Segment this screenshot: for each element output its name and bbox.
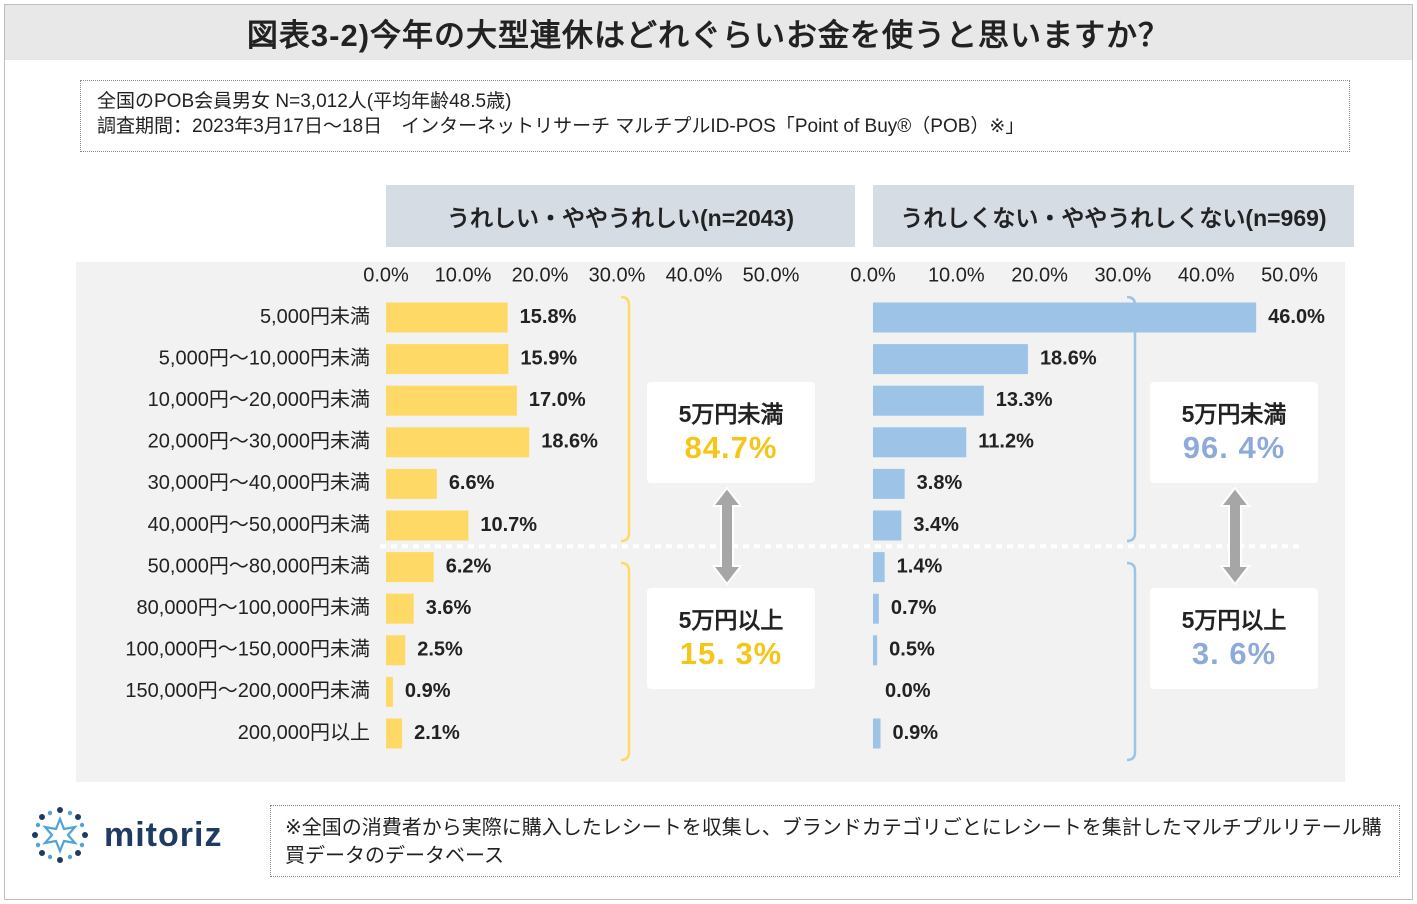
right-bar <box>873 302 1257 333</box>
right-bar <box>873 593 879 624</box>
category-label: 10,000円～20,000円未満 <box>148 388 370 411</box>
footnote: ※全国の消費者から実際に購入したレシートを収集し、ブランドカテゴリごとにレシート… <box>270 805 1400 877</box>
left-summary-over-value: 15. 3% <box>679 635 783 671</box>
right-summary-under-label: 5万円未満 <box>1181 400 1287 427</box>
left-bar <box>386 635 406 666</box>
left-summary-under-value: 84.7% <box>684 429 778 465</box>
category-label: 80,000円～100,000円未満 <box>137 596 370 619</box>
right-tick-label: 0.0% <box>850 264 896 286</box>
left-bar <box>386 510 469 541</box>
left-bracket-over-50k <box>620 561 631 762</box>
left-value-label: 18.6% <box>541 431 598 453</box>
right-tick-label: 50.0% <box>1261 264 1318 286</box>
right-value-label: 0.7% <box>891 597 937 619</box>
left-tick-label: 30.0% <box>589 264 646 286</box>
mitoriz-logo: mitoriz <box>30 805 222 865</box>
right-bar <box>873 468 905 499</box>
category-label: 20,000円～30,000円未満 <box>148 430 370 453</box>
left-bar <box>386 427 530 458</box>
left-tick-label: 10.0% <box>435 264 492 286</box>
right-value-label: 0.9% <box>892 722 938 744</box>
logo-wordmark: mitoriz <box>104 815 223 854</box>
left-summary-over-50k: 5万円以上 15. 3% <box>647 588 815 689</box>
category-label: 100,000円～150,000円未満 <box>125 638 370 661</box>
right-summary-over-50k: 5万円以上 3. 6% <box>1150 588 1318 689</box>
right-summary-under-value: 96. 4% <box>1182 429 1286 465</box>
left-value-label: 0.9% <box>405 680 451 702</box>
left-bar <box>386 676 393 707</box>
left-double-arrow-icon <box>710 486 744 586</box>
chart-background <box>76 262 1345 782</box>
left-summary-over-label: 5万円以上 <box>678 606 784 633</box>
left-value-label: 2.1% <box>414 722 460 744</box>
left-panel-title: うれしい・ややうれしい(n=2043) <box>386 185 855 247</box>
category-label: 40,000円～50,000円未満 <box>148 513 370 536</box>
right-value-label: 13.3% <box>996 389 1053 411</box>
right-value-label: 1.4% <box>897 555 943 577</box>
right-bar <box>873 635 878 666</box>
left-value-label: 2.5% <box>417 639 463 661</box>
category-label: 30,000円～40,000円未満 <box>148 471 370 494</box>
right-value-label: 46.0% <box>1268 306 1325 328</box>
left-bar <box>386 593 414 624</box>
right-bar <box>873 427 967 458</box>
right-value-label: 18.6% <box>1040 347 1097 369</box>
right-bar <box>873 344 1028 375</box>
left-tick-label: 40.0% <box>666 264 723 286</box>
left-summary-under-50k: 5万円未満 84.7% <box>647 382 815 483</box>
left-tick-label: 50.0% <box>743 264 800 286</box>
left-bar <box>386 302 508 333</box>
right-value-label: 3.8% <box>917 472 963 494</box>
sun-burst-logo-icon <box>32 807 88 863</box>
right-bracket-under-50k <box>1126 295 1137 543</box>
survey-info: 全国のPOB会員男女 N=3,012人(平均年齢48.5歳) 調査期間：2023… <box>80 80 1350 152</box>
left-value-label: 6.6% <box>449 472 495 494</box>
right-value-label: 0.5% <box>889 639 935 661</box>
right-value-label: 11.2% <box>978 431 1034 453</box>
right-bar <box>873 552 885 583</box>
right-tick-label: 30.0% <box>1095 264 1152 286</box>
category-label: 50,000円～80,000円未満 <box>148 554 370 577</box>
left-bar <box>386 344 509 375</box>
right-value-label: 3.4% <box>913 514 959 536</box>
left-bracket-under-50k <box>620 295 631 543</box>
right-tick-label: 20.0% <box>1011 264 1068 286</box>
left-value-label: 15.8% <box>520 306 577 328</box>
left-value-label: 10.7% <box>480 514 537 536</box>
left-value-label: 17.0% <box>529 389 586 411</box>
left-bar <box>386 718 403 749</box>
right-bracket-over-50k <box>1126 561 1137 762</box>
right-double-arrow-icon <box>1218 486 1252 586</box>
figure-frame <box>4 4 1413 900</box>
left-tick-label: 0.0% <box>363 264 409 286</box>
survey-info-line1: 全国のPOB会員男女 N=3,012人(平均年齢48.5歳) <box>97 91 512 112</box>
category-label: 5,000円～10,000円未満 <box>159 346 370 369</box>
left-bar <box>386 385 517 416</box>
right-bar <box>873 385 984 416</box>
left-value-label: 6.2% <box>446 555 492 577</box>
right-tick-label: 10.0% <box>928 264 985 286</box>
right-bar <box>873 718 881 749</box>
left-bar <box>386 552 434 583</box>
survey-info-line2: 調査期間：2023年3月17日～18日 インターネットリサーチ マルチプルID-… <box>97 116 1025 137</box>
right-bar <box>873 510 902 541</box>
right-panel-title: うれしくない・ややうれしくない(n=969) <box>873 185 1354 247</box>
left-summary-under-label: 5万円未満 <box>678 400 784 427</box>
category-label: 200,000円以上 <box>238 721 370 744</box>
right-tick-label: 40.0% <box>1178 264 1235 286</box>
figure-title: 図表3-2)今年の大型連休はどれぐらいお金を使うと思いますか？ <box>5 5 1412 60</box>
category-label: 150,000円～200,000円未満 <box>125 679 370 702</box>
left-value-label: 3.6% <box>426 597 472 619</box>
right-value-label: 0.0% <box>885 680 931 702</box>
left-tick-label: 20.0% <box>512 264 569 286</box>
left-value-label: 15.9% <box>520 347 577 369</box>
right-summary-over-value: 3. 6% <box>1191 635 1277 671</box>
left-bar <box>386 468 437 499</box>
category-label: 5,000円未満 <box>260 305 370 328</box>
right-summary-under-50k: 5万円未満 96. 4% <box>1150 382 1318 483</box>
right-summary-over-label: 5万円以上 <box>1181 606 1287 633</box>
